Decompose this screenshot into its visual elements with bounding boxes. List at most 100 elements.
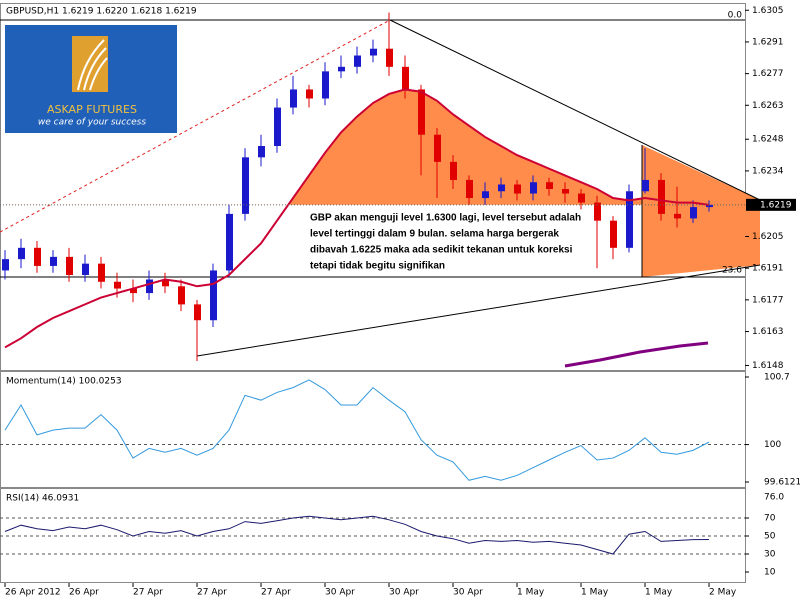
candle-body <box>34 247 41 266</box>
annotation: dibavah 1.6225 maka ada sedikit tekanan … <box>310 245 573 256</box>
candle-body <box>674 213 681 219</box>
candle-body <box>322 71 329 99</box>
y-tick-label: 1.6177 <box>752 295 784 305</box>
candle-body <box>18 247 25 260</box>
candle-body <box>642 179 649 192</box>
trend-line <box>196 264 761 357</box>
trend-line <box>0 19 391 233</box>
candle-body <box>258 146 265 158</box>
candle-body <box>610 220 617 248</box>
candle-body <box>562 189 569 194</box>
y-tick-label: 1.6277 <box>752 69 784 79</box>
rsi-title: RSI(14) 46.0931 <box>6 494 79 504</box>
candle-body <box>434 134 441 162</box>
y-tick-label: 99.6121 <box>764 478 800 488</box>
drawings <box>0 19 761 368</box>
fib-label: 23.6 <box>722 266 742 276</box>
candle-body <box>226 213 233 271</box>
candle-body <box>658 179 665 214</box>
candle-body <box>626 191 633 248</box>
candle-body <box>386 48 393 67</box>
candle-body <box>546 182 553 189</box>
candle-body <box>594 202 601 221</box>
y-tick-label: 1.6205 <box>752 232 784 242</box>
candle-body <box>706 204 713 208</box>
logo-tagline: we care of your success <box>38 118 146 128</box>
fib-label: 0.0 <box>728 11 743 21</box>
y-tick-label: 1.6163 <box>752 327 784 337</box>
candle-body <box>578 193 585 203</box>
y-tick-label: 50 <box>764 532 776 542</box>
y-tick-label: 1.6305 <box>752 6 784 16</box>
x-tick-label: 30 Apr <box>325 588 355 598</box>
candle-body <box>146 279 153 294</box>
candle-body <box>82 263 89 275</box>
candle-body <box>354 55 361 67</box>
candle-body <box>178 286 185 305</box>
momentum-panel <box>0 371 746 488</box>
candle-body <box>690 207 697 219</box>
y-tick-label: 100 <box>764 440 781 450</box>
candle-body <box>530 182 537 194</box>
candle-body <box>306 89 313 99</box>
momentum-title: Momentum(14) 100.0253 <box>6 377 122 387</box>
x-tick-label: 30 Apr <box>389 588 419 598</box>
candle-body <box>514 184 521 194</box>
indicator-line <box>4 379 710 481</box>
candle-body <box>2 259 9 271</box>
price-box <box>746 198 796 211</box>
candle-body <box>450 161 457 180</box>
x-tick-label: 26 Apr <box>69 588 99 598</box>
candle-body <box>466 179 473 199</box>
y-tick-label: 1.6234 <box>752 166 784 176</box>
trend-line <box>389 19 761 201</box>
main-panel <box>0 3 746 371</box>
candle-body <box>114 281 121 289</box>
y-tick-label: 1.6191 <box>752 264 784 274</box>
x-tick-label: 27 Apr <box>197 588 227 598</box>
y-tick-label: 1.6291 <box>752 37 784 47</box>
annotation: GBP akan menguji level 1.6300 lagi, leve… <box>310 213 581 224</box>
x-tick-label: 2 May <box>709 588 737 598</box>
y-tick-label: 1.6263 <box>752 101 784 111</box>
y-tick-label: 70 <box>764 514 776 524</box>
x-tick-label: 30 Apr <box>453 588 483 598</box>
logo-name: ASKAP FUTURES <box>47 103 137 116</box>
x-tick-label: 1 May <box>581 588 609 598</box>
candle-body <box>50 256 57 266</box>
price-box-label: 1.6219 <box>760 200 792 210</box>
x-tick-label: 1 May <box>645 588 673 598</box>
y-tick-label: 30 <box>764 550 776 560</box>
candle-body <box>290 89 297 108</box>
x-tick-label: 27 Apr <box>261 588 291 598</box>
candle-body <box>66 256 73 275</box>
triangle-fill <box>642 145 760 277</box>
rsi-max-label: 76.0 <box>764 493 784 503</box>
candle-body <box>418 89 425 135</box>
y-tick-label: 1.6148 <box>752 361 784 371</box>
candle-body <box>498 184 505 192</box>
candle-body <box>338 66 345 72</box>
candle-body <box>162 279 169 287</box>
candle-body <box>242 157 249 214</box>
chart-title: GBPUSD,H1 1.6219 1.6220 1.6218 1.6219 <box>6 7 197 17</box>
annotation: tetapi tidak begitu signifikan <box>310 261 445 272</box>
ma-line <box>4 88 710 349</box>
candle-body <box>370 48 377 56</box>
y-tick-label: 1.6248 <box>752 135 784 145</box>
y-tick-label: 10 <box>764 568 776 578</box>
x-tick-label: 27 Apr <box>133 588 163 598</box>
annotation: level tertinggi dalam 9 bulan. selama ha… <box>310 229 559 240</box>
candle-body <box>98 263 105 282</box>
logo: ASKAP FUTURES we care of your success <box>5 25 177 133</box>
y-tick-label: 100.7 <box>764 373 790 383</box>
candle-body <box>402 66 409 90</box>
x-tick-label: 1 May <box>517 588 545 598</box>
logo-icon-lines <box>77 39 108 91</box>
candle-body <box>482 191 489 199</box>
candle-body <box>194 304 201 321</box>
x-tick-label: 26 Apr 2012 <box>5 588 61 598</box>
candle-body <box>210 270 217 321</box>
